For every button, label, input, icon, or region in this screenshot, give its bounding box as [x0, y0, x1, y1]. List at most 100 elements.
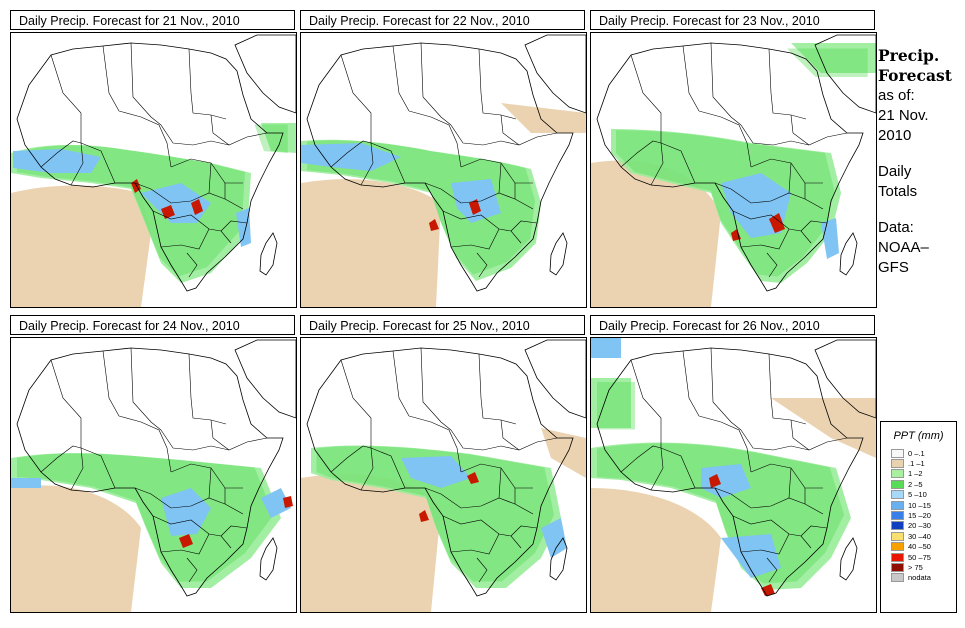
africa-coastline: [306, 42, 574, 292]
legend-label: .1 –1: [908, 459, 925, 469]
panel-title: Daily Precip. Forecast for 24 Nov., 2010: [10, 315, 295, 335]
light-precip-area: [261, 123, 296, 153]
legend-item: 15 –20: [881, 510, 956, 521]
country-border: [768, 48, 807, 120]
country-border: [698, 415, 752, 473]
legend-swatch: [891, 448, 904, 458]
light-precip-area: [11, 144, 251, 283]
heavy-precip-area: [429, 219, 439, 231]
panel-title: Daily Precip. Forecast for 25 Nov., 2010: [300, 315, 585, 335]
forecast-panel-day1: Daily Precip. Forecast for 21 Nov., 2010: [10, 10, 297, 308]
madagascar-outline: [839, 232, 858, 276]
legend-label: nodata: [908, 573, 931, 583]
country-border: [478, 48, 517, 120]
legend-item: nodata: [881, 573, 956, 583]
country-border: [420, 42, 452, 126]
legend-item: > 75: [881, 562, 956, 572]
country-border: [510, 220, 538, 232]
legend-item: 0 –.1: [881, 448, 956, 458]
moderate-precip-area: [616, 130, 835, 277]
asof-year: 2010: [878, 127, 912, 144]
country-border: [160, 228, 210, 250]
asof-label: as of:: [878, 87, 915, 104]
totals-label-1: Daily: [878, 163, 912, 180]
dry-area: [301, 179, 441, 307]
dry-area: [591, 160, 721, 307]
legend-item: 5 –10: [881, 490, 956, 500]
country-border: [450, 429, 520, 451]
wet-area: [401, 456, 471, 488]
arabia-outline: [524, 339, 586, 419]
light-precip-area: [11, 453, 281, 588]
legend-item: 40 –50: [881, 542, 956, 552]
light-precip-area: [791, 43, 876, 73]
legend-label: 10 –15: [908, 500, 931, 510]
country-border: [450, 124, 520, 146]
country-border: [40, 445, 116, 489]
africa-map-svg: [301, 338, 586, 612]
heading-precip: Precip.: [878, 46, 940, 65]
panel-title: Daily Precip. Forecast for 26 Nov., 2010: [590, 315, 875, 335]
country-border: [160, 533, 210, 555]
data-source-label: Data:: [878, 219, 914, 236]
heavy-precip-area: [283, 496, 293, 508]
country-border: [766, 557, 778, 583]
legend-item: 2 –5: [881, 479, 956, 489]
legend-swatch: [891, 552, 904, 562]
country-border: [800, 220, 828, 232]
madagascar-outline: [259, 232, 278, 276]
forecast-panel-day4: Daily Precip. Forecast for 24 Nov., 2010: [10, 315, 297, 613]
heavy-precip-area: [419, 510, 429, 522]
africa-coastline: [306, 347, 574, 597]
country-border: [478, 353, 517, 425]
country-border: [476, 557, 488, 583]
country-border: [102, 45, 120, 112]
panel-title: Daily Precip. Forecast for 21 Nov., 2010: [10, 10, 295, 30]
asof-date: 21 Nov.: [878, 107, 929, 124]
legend-swatch: [891, 542, 904, 552]
heavy-precip-area: [469, 199, 481, 215]
madagascar-outline: [259, 537, 278, 581]
country-border: [788, 467, 792, 499]
country-border: [186, 252, 198, 278]
country-border: [118, 415, 172, 473]
africa-map-svg: [591, 33, 876, 307]
forecast-panel-day6: Daily Precip. Forecast for 26 Nov., 2010: [590, 315, 877, 613]
country-border: [118, 110, 172, 168]
country-border: [50, 359, 82, 448]
legend-item: 10 –15: [881, 500, 956, 510]
country-border: [40, 140, 116, 184]
country-border: [340, 54, 372, 143]
country-border: [740, 429, 810, 451]
wet-area: [13, 149, 101, 173]
legend-label: 1 –2: [908, 469, 923, 479]
country-border: [630, 359, 662, 448]
legend-swatch: [891, 573, 904, 583]
arabia-outline: [814, 34, 876, 114]
precip-legend: PPT (mm) 0 –.1.1 –1 1 –2 2 –5 5 –10 10 –15 15…: [880, 421, 957, 613]
forecast-panel-day2: Daily Precip. Forecast for 22 Nov., 2010: [300, 10, 587, 308]
country-border: [392, 45, 410, 112]
legend-swatch: [891, 469, 904, 479]
country-border: [682, 45, 700, 112]
moderate-precip-area: [254, 124, 288, 153]
precip-map: [590, 337, 877, 613]
arabia-outline: [234, 339, 296, 419]
arabia-outline: [814, 339, 876, 419]
country-border: [500, 419, 558, 451]
forecast-panel-day3: Daily Precip. Forecast for 23 Nov., 2010: [590, 10, 877, 308]
data-source-model: GFS: [878, 259, 909, 276]
legend-label: 40 –50: [908, 542, 931, 552]
light-precip-area: [591, 442, 851, 590]
country-border: [188, 48, 227, 120]
madagascar-outline: [549, 537, 568, 581]
country-border: [740, 228, 790, 250]
heading-forecast: Forecast: [878, 66, 952, 85]
moderate-precip-area: [787, 48, 868, 77]
legend-swatch: [891, 490, 904, 500]
legend-item: .1 –1: [881, 458, 956, 469]
country-border: [498, 467, 502, 499]
country-border: [70, 447, 84, 491]
country-border: [800, 525, 828, 537]
legend-swatch: [891, 531, 904, 541]
